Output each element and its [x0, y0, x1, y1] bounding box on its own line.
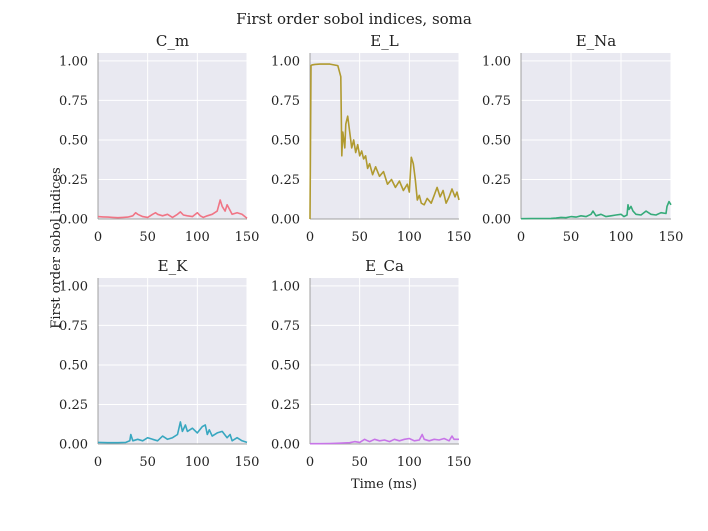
panel-title: E_K: [158, 257, 188, 275]
panels: 0 50 100 150 0.00 0.25 0.50 0.75 1.00 C_m 0 50 100 15…: [59, 32, 683, 470]
plot-background: [98, 278, 247, 444]
x-tick-label: 100: [609, 230, 634, 245]
y-tick-label: 0.00: [59, 438, 88, 453]
panel-e-k: 0 50 100 150 0.00 0.25 0.50 0.75 1.00 E_K: [59, 257, 259, 470]
x-axis-label: Time (ms): [351, 477, 417, 492]
y-tick-label: 0.25: [271, 398, 300, 413]
y-tick-label: 0.25: [482, 173, 511, 188]
y-tick-label: 1.00: [482, 54, 511, 69]
x-tick-label: 150: [447, 455, 472, 470]
y-axis-label: First order sobol indices: [49, 167, 64, 328]
y-tick-label: 1.00: [271, 279, 300, 294]
y-tick-label: 0.50: [271, 358, 300, 373]
y-tick-label: 1.00: [59, 54, 88, 69]
series-line-e-ca: [310, 433, 459, 445]
y-tick-label: 0.50: [271, 133, 300, 148]
y-tick-label: 0.25: [271, 173, 300, 188]
panel-e-ca: 0 50 100 150 0.00 0.25 0.50 0.75 1.00 E_Ca: [271, 257, 471, 470]
y-tick-label: 0.75: [59, 319, 88, 334]
panel-title: E_Na: [576, 32, 617, 50]
figure-title: First order sobol indices, soma: [236, 10, 472, 28]
x-tick-label: 0: [306, 455, 314, 470]
x-tick-label: 100: [397, 230, 422, 245]
y-tick-label: 0.50: [482, 133, 511, 148]
x-tick-label: 150: [235, 230, 260, 245]
x-tick-label: 100: [397, 455, 422, 470]
x-tick-label: 50: [351, 230, 368, 245]
x-tick-label: 50: [139, 455, 156, 470]
panel-c-m: 0 50 100 150 0.00 0.25 0.50 0.75 1.00 C_m: [59, 32, 259, 245]
x-tick-label: 50: [351, 455, 368, 470]
x-tick-label: 0: [517, 230, 525, 245]
x-tick-label: 50: [563, 230, 580, 245]
series-line-c-m: [97, 199, 248, 219]
y-tick-label: 1.00: [271, 54, 300, 69]
x-tick-label: 0: [94, 230, 102, 245]
y-tick-label: 0.50: [59, 133, 88, 148]
x-tick-label: 150: [235, 455, 260, 470]
series-line-e-k: [97, 421, 248, 444]
y-tick-label: 0.00: [482, 213, 511, 228]
y-tick-label: 0.75: [482, 94, 511, 109]
series-line-e-na: [520, 200, 672, 220]
panel-e-l: 0 50 100 150 0.00 0.25 0.50 0.75 1.00 E_L: [271, 32, 471, 245]
y-tick-label: 0.00: [271, 213, 300, 228]
y-tick-label: 0.00: [59, 213, 88, 228]
x-tick-label: 100: [185, 230, 210, 245]
panel-title: C_m: [156, 32, 189, 50]
y-tick-label: 0.75: [59, 94, 88, 109]
y-tick-label: 0.00: [271, 438, 300, 453]
y-tick-label: 0.25: [59, 398, 88, 413]
y-tick-label: 1.00: [59, 279, 88, 294]
plot-background: [98, 53, 247, 219]
y-tick-label: 0.25: [59, 173, 88, 188]
x-tick-label: 150: [447, 230, 472, 245]
plot-background: [521, 53, 671, 219]
panel-title: E_Ca: [365, 257, 404, 275]
x-tick-label: 100: [185, 455, 210, 470]
x-tick-label: 0: [306, 230, 314, 245]
series-line-e-l: [309, 63, 460, 220]
panel-e-na: 0 50 100 150 0.00 0.25 0.50 0.75 1.00 E_Na: [482, 32, 683, 245]
y-tick-label: 0.75: [271, 319, 300, 334]
panel-title: E_L: [370, 32, 398, 50]
plot-background: [310, 278, 459, 444]
x-tick-label: 50: [139, 230, 156, 245]
y-tick-label: 0.75: [271, 94, 300, 109]
x-tick-label: 0: [94, 455, 102, 470]
x-tick-label: 150: [659, 230, 684, 245]
plot-background: [310, 53, 459, 219]
y-tick-label: 0.50: [59, 358, 88, 373]
